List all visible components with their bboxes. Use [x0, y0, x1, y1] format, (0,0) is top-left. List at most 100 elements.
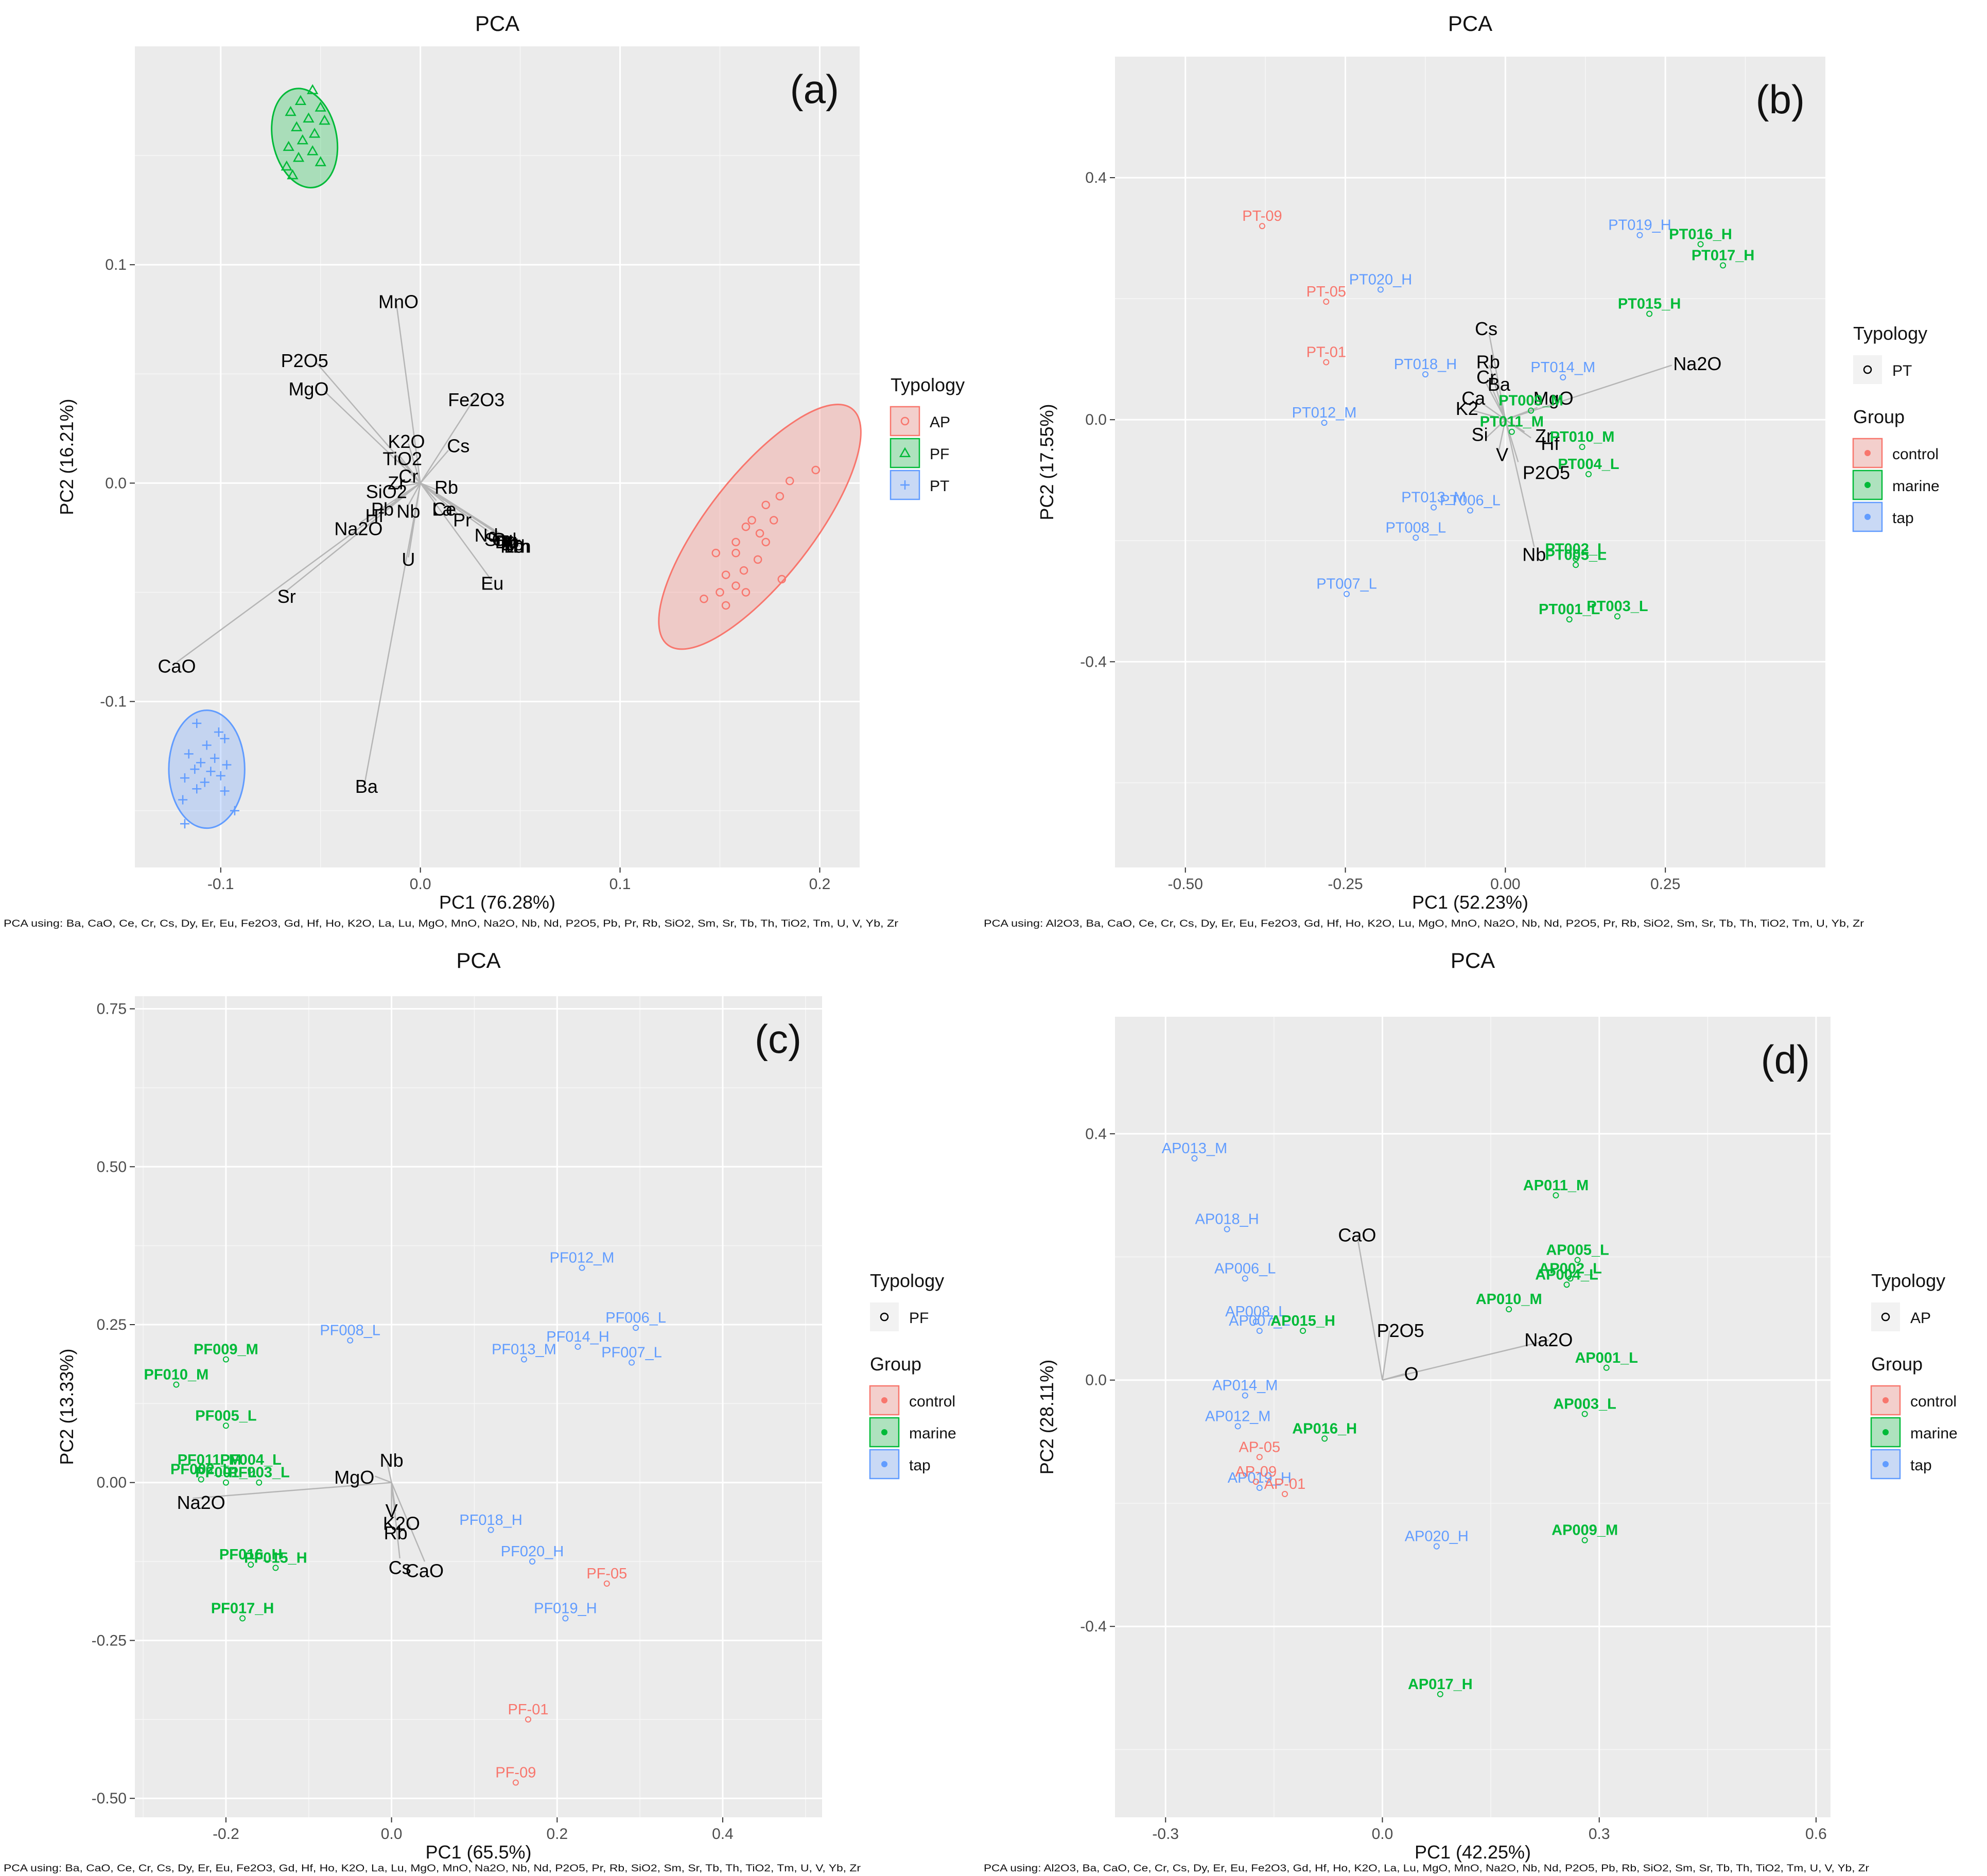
data-point	[248, 1467, 254, 1473]
point-label: AP008_L	[1225, 1304, 1286, 1320]
loading-arrow	[391, 1482, 426, 1562]
x-tick-label: 0.2	[546, 1826, 568, 1843]
loading-label: Rb	[434, 477, 458, 498]
data-point	[347, 1337, 354, 1344]
point-label: AP007_L	[1229, 1313, 1290, 1329]
y-tick-label: -0.4	[1080, 653, 1107, 670]
data-point	[294, 95, 307, 106]
data-point	[315, 101, 326, 112]
loading-label: Cs	[447, 435, 469, 456]
legend-marker	[1881, 1312, 1890, 1322]
data-point	[1252, 1318, 1259, 1325]
data-point	[1256, 1485, 1263, 1491]
loading-arrow	[1489, 335, 1506, 420]
legend-key	[890, 406, 920, 437]
point-label: PF013_M	[492, 1341, 556, 1358]
loading-label: MnO	[378, 291, 419, 312]
loading-label: Ba	[355, 776, 378, 797]
legend-key-fill	[891, 407, 919, 436]
legend-marker	[880, 1312, 889, 1322]
x-tick-label: 0.2	[809, 876, 831, 893]
legend-key-fill	[891, 439, 919, 467]
data-point	[1506, 1306, 1512, 1313]
data-point	[1574, 1257, 1581, 1263]
legend-marker	[900, 480, 910, 490]
data-point	[1560, 374, 1566, 380]
legend-label: tap	[909, 1457, 931, 1474]
data-point	[562, 1615, 569, 1622]
loading-label: Fe2O3	[448, 389, 504, 410]
loading-label: Ba	[1488, 374, 1511, 395]
data-point	[529, 1558, 536, 1565]
point-label: AP014_M	[1212, 1378, 1278, 1394]
loading-label: Yb	[501, 533, 524, 554]
point-label: PF003_L	[229, 1465, 290, 1481]
data-point	[769, 516, 778, 525]
data-point	[220, 734, 230, 743]
point-label: PT001_L	[1539, 601, 1600, 618]
loading-arrow	[1489, 365, 1506, 420]
loading-label: MgO	[1533, 388, 1574, 409]
point-label: PF002_L	[170, 1462, 232, 1478]
legend-marker	[1883, 1397, 1889, 1403]
x-tick-label: 0.1	[609, 876, 631, 893]
loading-arrow	[363, 483, 421, 785]
point-label: PT013_M	[1401, 490, 1466, 506]
data-point	[785, 476, 794, 485]
x-tick-label: 0.6	[1805, 1826, 1827, 1843]
data-point	[220, 786, 230, 796]
panel-tag: (b)	[1756, 77, 1805, 122]
data-point	[281, 160, 292, 171]
loading-label: Sr	[277, 586, 296, 607]
data-point	[1323, 299, 1330, 305]
loading-label: Cs	[389, 1557, 411, 1578]
data-point	[307, 145, 319, 155]
data-point	[192, 719, 202, 728]
y-tick-label: -0.50	[92, 1790, 127, 1807]
point-label: AP018_H	[1195, 1211, 1259, 1228]
loading-arrow	[375, 1475, 392, 1483]
data-point	[222, 1479, 229, 1486]
data-point	[180, 819, 189, 829]
data-point	[747, 516, 756, 525]
data-point	[1422, 371, 1428, 378]
data-point	[180, 773, 189, 783]
legend-marker	[1863, 365, 1872, 374]
data-point	[1433, 1543, 1440, 1550]
legend-label: control	[909, 1393, 955, 1410]
loading-label: Rb	[384, 1522, 408, 1543]
data-point	[1636, 232, 1643, 238]
legend-title: Group	[1871, 1353, 1923, 1375]
data-point	[192, 784, 202, 794]
loading-label: Na2O	[1673, 353, 1721, 374]
data-point	[214, 727, 223, 737]
data-point	[1323, 359, 1330, 366]
plot-area	[1115, 1017, 1831, 1817]
point-label: PF016_H	[219, 1547, 283, 1563]
confidence-ellipse	[168, 709, 246, 829]
point-label: PF006_L	[605, 1310, 666, 1326]
point-label: AP011_M	[1523, 1177, 1589, 1194]
loading-arrow	[1492, 389, 1506, 420]
point-label: AP005_L	[1546, 1242, 1609, 1258]
data-point	[1585, 471, 1592, 478]
data-point	[256, 1479, 263, 1486]
data-point	[633, 1325, 639, 1331]
data-point	[248, 1561, 254, 1568]
legend-marker	[900, 416, 910, 426]
point-label: AP012_M	[1205, 1408, 1270, 1425]
legend-title: Typology	[870, 1270, 944, 1291]
data-point	[1321, 1435, 1328, 1442]
point-label: PF-01	[508, 1701, 549, 1718]
loading-arrow	[176, 482, 421, 663]
data-point	[283, 141, 294, 151]
loading-label: SiO2	[366, 481, 407, 502]
point-label: PF017_H	[211, 1601, 274, 1617]
point-label: PF004_L	[220, 1452, 282, 1468]
data-point	[292, 151, 305, 162]
loading-label: Na2O	[1524, 1329, 1573, 1350]
legend-key	[1871, 1302, 1900, 1331]
point-label: PT-01	[1306, 344, 1346, 361]
legend-title: Group	[1853, 406, 1905, 427]
